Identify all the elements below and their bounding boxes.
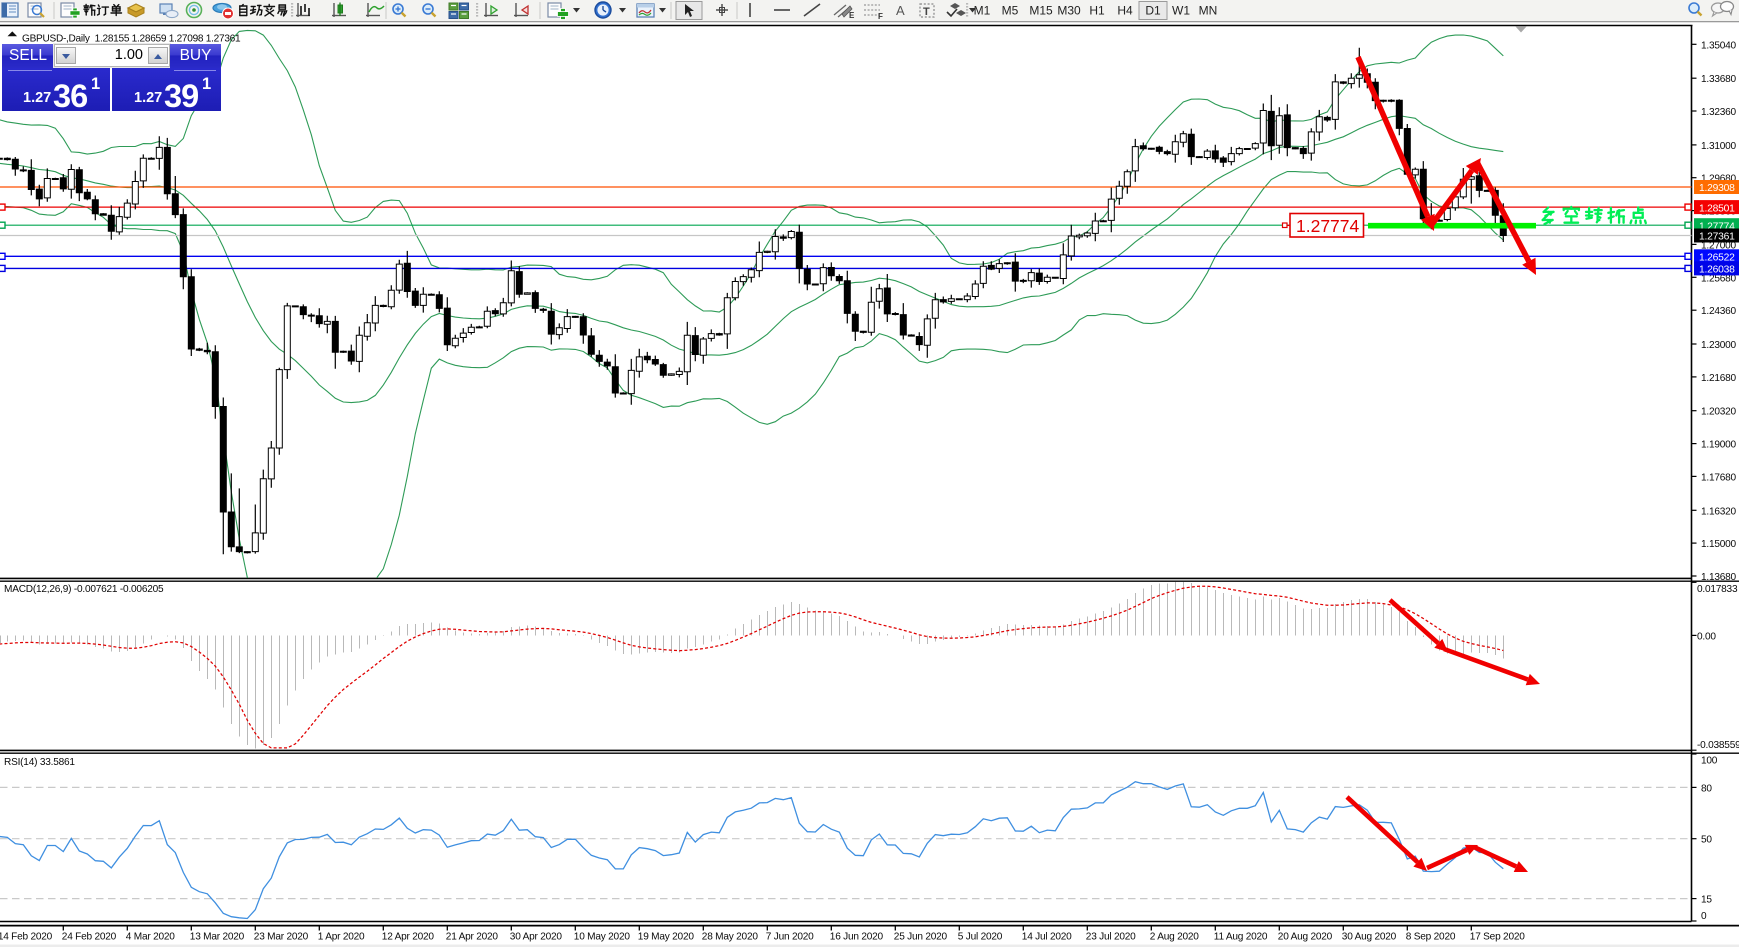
svg-text:28 May 2020: 28 May 2020 [702, 932, 759, 943]
svg-text:7 Jun 2020: 7 Jun 2020 [766, 932, 814, 943]
svg-text:1.15000: 1.15000 [1701, 539, 1737, 550]
svg-text:21 Apr 2020: 21 Apr 2020 [446, 932, 499, 943]
svg-text:0.00: 0.00 [1697, 631, 1716, 642]
svg-text:1.23000: 1.23000 [1701, 340, 1737, 351]
svg-text:1.24360: 1.24360 [1701, 306, 1737, 317]
svg-text:MN: MN [1199, 4, 1218, 18]
svg-text:17 Sep 2020: 17 Sep 2020 [1470, 932, 1525, 943]
svg-text:T: T [923, 6, 930, 18]
svg-text:8 Sep 2020: 8 Sep 2020 [1406, 932, 1456, 943]
svg-text:50: 50 [1701, 835, 1712, 846]
svg-text:1.19000: 1.19000 [1701, 440, 1737, 451]
svg-text:10 May 2020: 10 May 2020 [574, 932, 631, 943]
svg-text:H4: H4 [1117, 4, 1133, 18]
svg-text:F: F [878, 12, 883, 21]
svg-text:1.31000: 1.31000 [1701, 141, 1737, 152]
svg-text:1.27774: 1.27774 [1296, 216, 1360, 236]
svg-text:80: 80 [1701, 783, 1712, 794]
svg-text:24 Feb 2020: 24 Feb 2020 [62, 932, 117, 943]
svg-text:19 May 2020: 19 May 2020 [638, 932, 695, 943]
svg-text:1.27361: 1.27361 [1699, 232, 1735, 243]
svg-text:1.27000: 1.27000 [1701, 240, 1737, 251]
svg-text:1.25680: 1.25680 [1701, 273, 1737, 284]
svg-text:E: E [849, 11, 855, 20]
svg-text:M5: M5 [1002, 4, 1019, 18]
svg-text:13 Mar 2020: 13 Mar 2020 [190, 932, 245, 943]
svg-text:1.17680: 1.17680 [1701, 472, 1737, 483]
svg-text:16 Jun 2020: 16 Jun 2020 [830, 932, 884, 943]
svg-text:11 Aug 2020: 11 Aug 2020 [1214, 932, 1268, 943]
svg-text:1 Apr 2020: 1 Apr 2020 [318, 932, 365, 943]
svg-text:1.13680: 1.13680 [1701, 572, 1737, 583]
svg-text:1.26038: 1.26038 [1699, 265, 1735, 276]
svg-text:1.29680: 1.29680 [1701, 174, 1737, 185]
svg-text:M1: M1 [974, 4, 991, 18]
svg-text:30 Apr 2020: 30 Apr 2020 [510, 932, 563, 943]
svg-text:MACD(12,26,9) -0.007621 -0.006: MACD(12,26,9) -0.007621 -0.006205 [4, 584, 164, 595]
svg-text:-0.038559: -0.038559 [1697, 740, 1739, 751]
svg-text:A: A [896, 3, 905, 18]
svg-text:D1: D1 [1145, 4, 1161, 18]
svg-text:14 Jul 2020: 14 Jul 2020 [1022, 932, 1072, 943]
svg-text:1.27774: 1.27774 [1699, 221, 1735, 232]
svg-text:1.28501: 1.28501 [1699, 203, 1735, 214]
svg-text:23 Jul 2020: 23 Jul 2020 [1086, 932, 1136, 943]
svg-text:0.017833: 0.017833 [1697, 584, 1738, 595]
svg-text:20 Aug 2020: 20 Aug 2020 [1278, 932, 1333, 943]
svg-text:1.29308: 1.29308 [1699, 183, 1735, 194]
svg-text:14 Feb 2020: 14 Feb 2020 [0, 932, 53, 943]
svg-text:100: 100 [1701, 756, 1718, 767]
svg-text:1.20320: 1.20320 [1701, 407, 1737, 418]
svg-text:1.32360: 1.32360 [1701, 107, 1737, 118]
svg-text:M30: M30 [1057, 4, 1081, 18]
svg-text:25 Jun 2020: 25 Jun 2020 [894, 932, 948, 943]
svg-text:H1: H1 [1089, 4, 1105, 18]
svg-text:4 Mar 2020: 4 Mar 2020 [126, 932, 175, 943]
svg-text:1.26522: 1.26522 [1699, 253, 1735, 264]
svg-text:1.35040: 1.35040 [1701, 40, 1737, 51]
svg-text:1.21680: 1.21680 [1701, 373, 1737, 384]
svg-text:M15: M15 [1029, 4, 1053, 18]
svg-text:1.16320: 1.16320 [1701, 506, 1737, 517]
svg-text:GBPUSD-,Daily 1.28155 1.28659: GBPUSD-,Daily 1.28155 1.28659 1.27098 1.… [22, 34, 241, 45]
svg-text:30 Aug 2020: 30 Aug 2020 [1342, 932, 1397, 943]
svg-text:5 Jul 2020: 5 Jul 2020 [958, 932, 1003, 943]
svg-text:W1: W1 [1172, 4, 1190, 18]
svg-text:2 Aug 2020: 2 Aug 2020 [1150, 932, 1199, 943]
svg-text:0: 0 [1701, 911, 1707, 922]
svg-text:23 Mar 2020: 23 Mar 2020 [254, 932, 309, 943]
svg-text:12 Apr 2020: 12 Apr 2020 [382, 932, 435, 943]
svg-text:RSI(14) 33.5861: RSI(14) 33.5861 [4, 757, 75, 768]
svg-text:15: 15 [1701, 895, 1712, 906]
svg-text:1.33680: 1.33680 [1701, 74, 1737, 85]
